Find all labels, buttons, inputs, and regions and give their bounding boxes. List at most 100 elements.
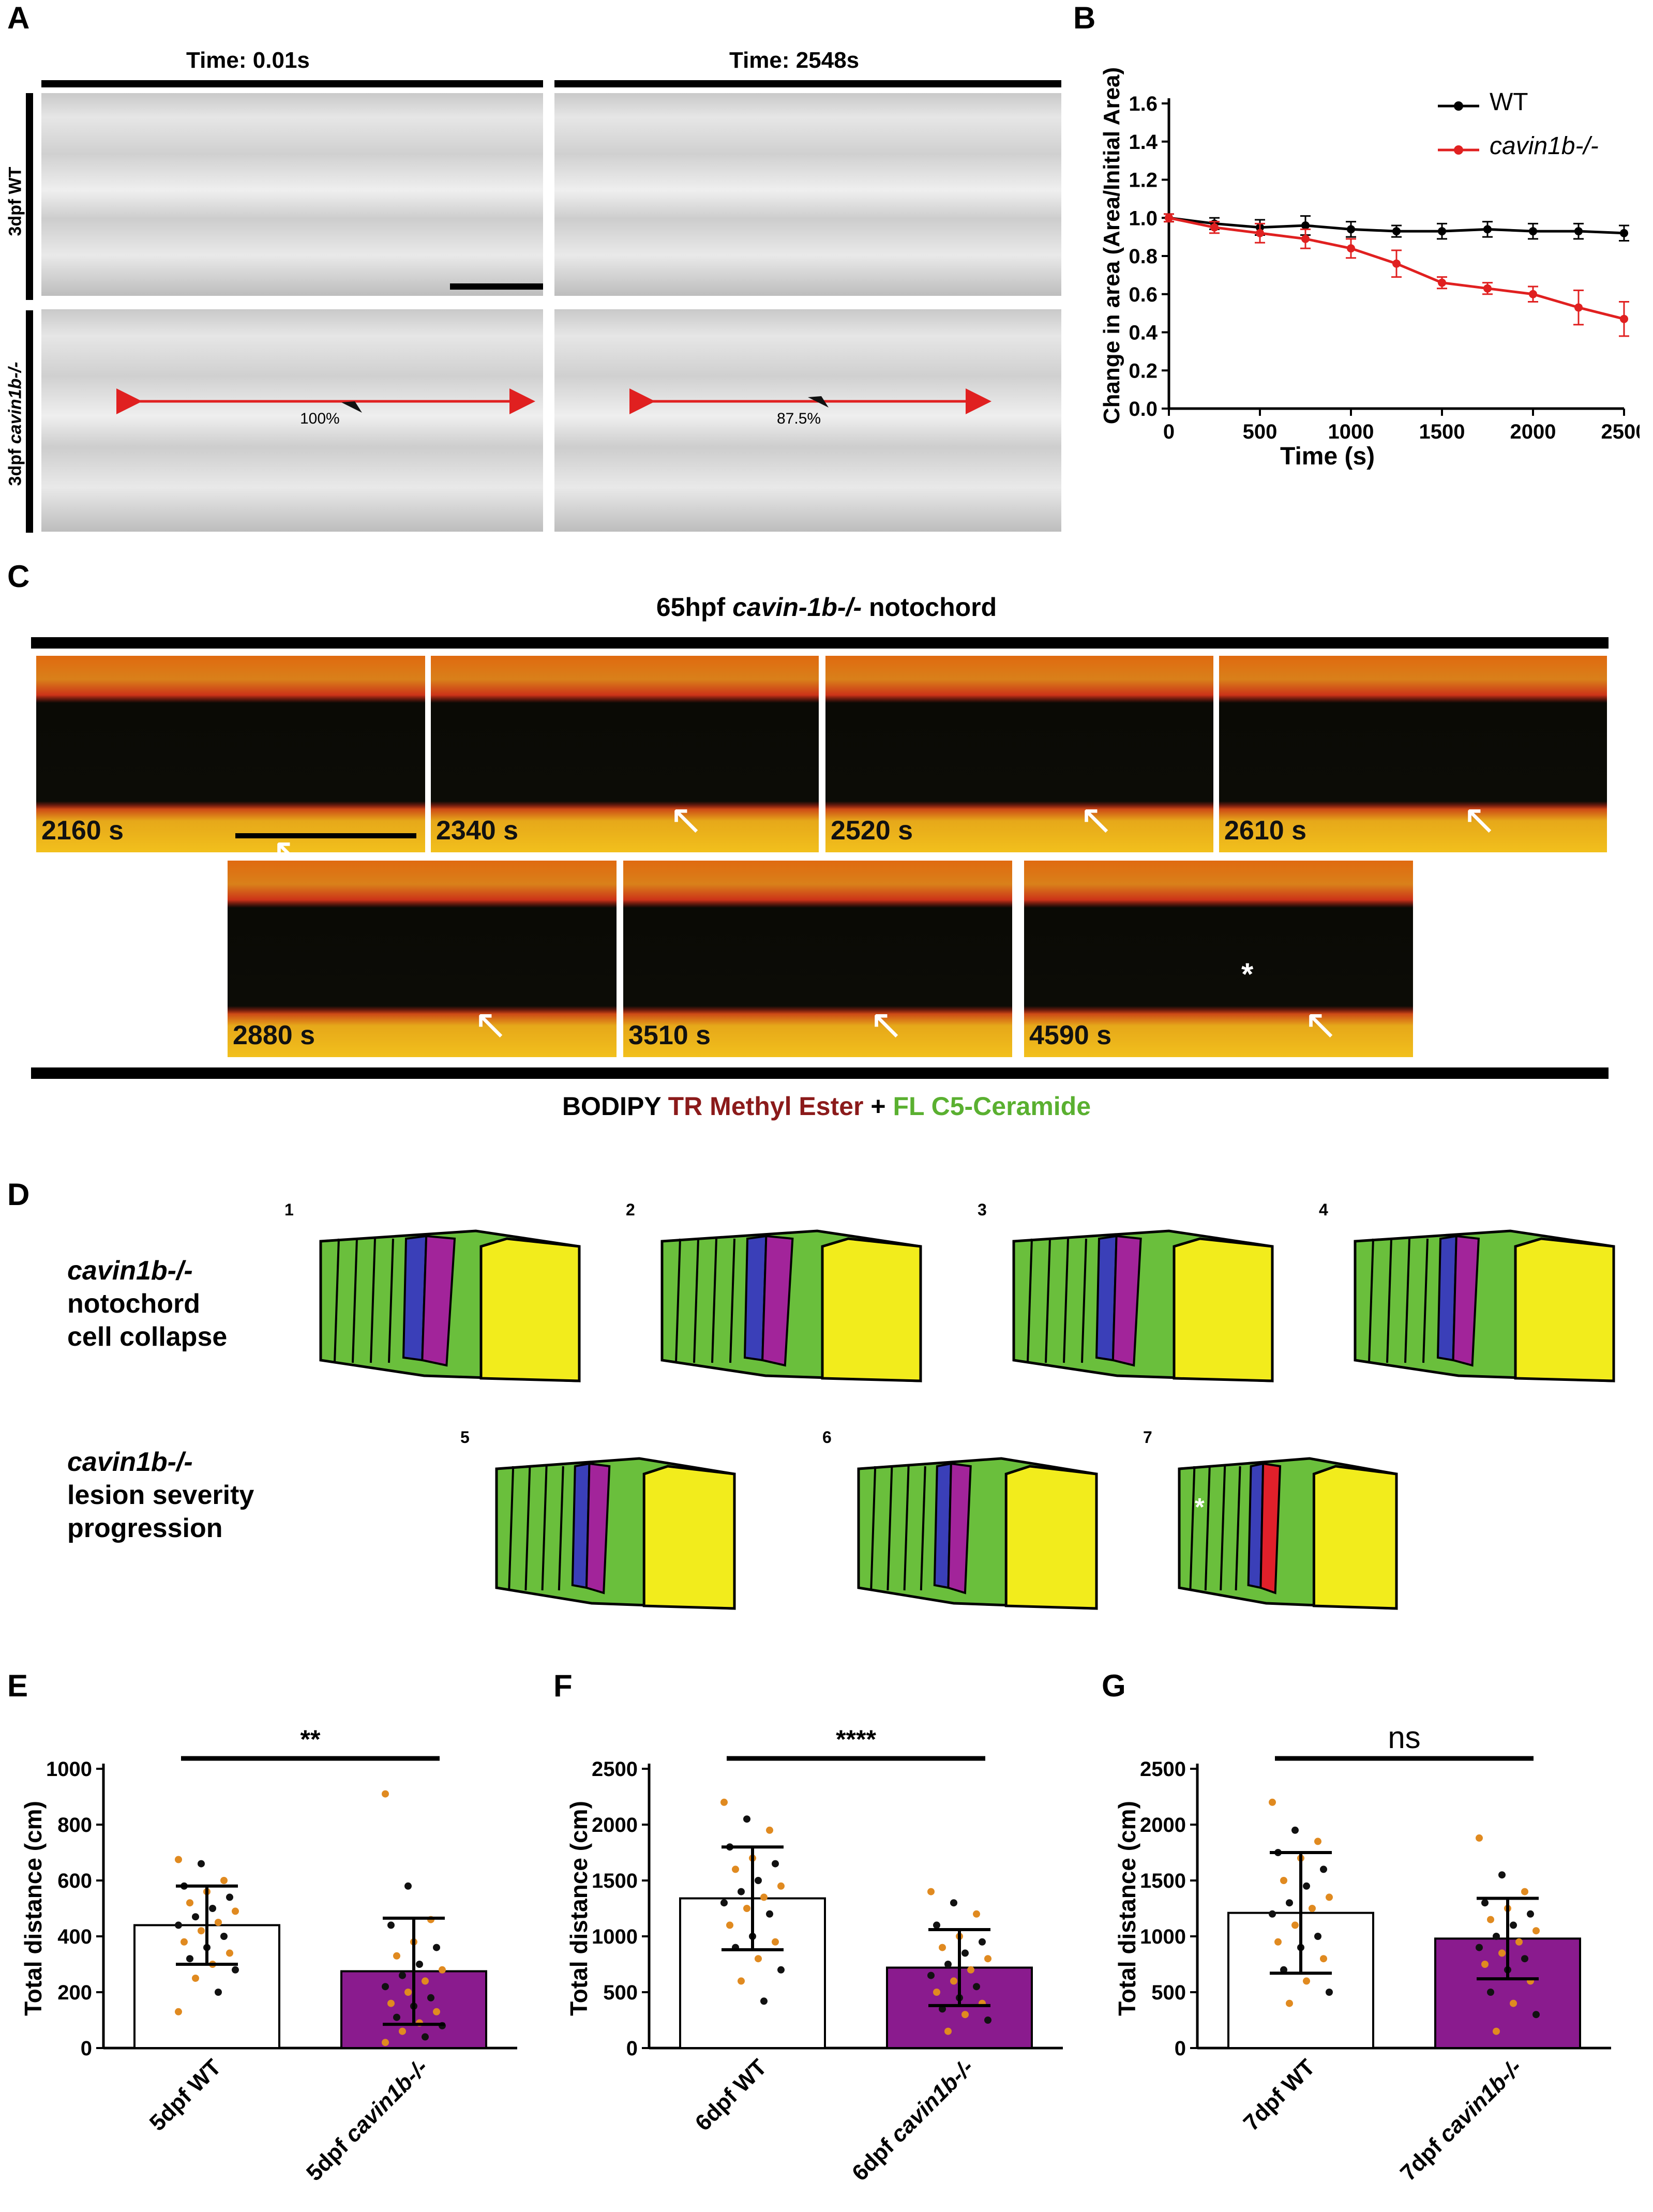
data-point	[760, 1893, 768, 1901]
y-tick-label: 600	[57, 1870, 92, 1892]
data-point	[1274, 1938, 1282, 1946]
cell-boundary	[1386, 1238, 1392, 1363]
data-point	[720, 1798, 728, 1806]
panel-c-top-bar	[31, 637, 1609, 649]
data-point	[743, 1905, 750, 1912]
data-point	[1309, 1905, 1316, 1912]
cell-yellow	[821, 1237, 922, 1382]
asterisk-d: *	[1195, 1494, 1205, 1521]
cell-yellow	[1173, 1237, 1274, 1382]
cell-boundary	[1204, 1466, 1211, 1591]
data-point	[1498, 1949, 1506, 1957]
data-point	[399, 1972, 406, 1979]
data-point	[1269, 1798, 1276, 1806]
data-point	[1476, 1834, 1483, 1842]
data-point	[777, 1966, 785, 1974]
tracing-frame: 5	[460, 1428, 736, 1610]
y-tick-label: 1500	[1140, 1870, 1186, 1892]
data-point	[399, 2027, 406, 2035]
data-point	[1301, 234, 1310, 243]
timelapse-frame-3: 2520 s ↖	[825, 656, 1213, 852]
data-point	[755, 1877, 762, 1884]
data-point	[1303, 1977, 1310, 1985]
category-main: cavin1b-/-	[1434, 2054, 1527, 2147]
data-point	[950, 1977, 957, 1985]
cell-boundary	[1063, 1238, 1069, 1363]
y-tick-label: 0.2	[1129, 359, 1158, 382]
y-tick-label: 1500	[592, 1870, 638, 1892]
timestamp-2: 2340 s	[436, 816, 519, 846]
y-tick-label: 1.0	[1129, 207, 1158, 230]
category-label: 6dpf WT	[690, 2054, 772, 2135]
data-point	[175, 2008, 182, 2015]
measure-label-right: 87.5%	[777, 410, 821, 427]
cell-yellow	[1312, 1465, 1398, 1610]
data-point	[433, 1944, 440, 1951]
data-point	[973, 1983, 980, 1991]
data-point	[192, 1913, 199, 1921]
scale-bar-a	[450, 283, 543, 290]
y-axis-label: Total distance (cm)	[565, 1801, 592, 2016]
data-point	[1481, 1961, 1489, 1968]
cell-magenta	[1111, 1235, 1142, 1367]
cell-boundary	[729, 1238, 735, 1363]
data-point	[760, 1997, 768, 2005]
cell-boundary	[334, 1238, 340, 1363]
cell-boundary	[675, 1238, 681, 1363]
data-point	[175, 1856, 182, 1863]
data-point	[1529, 227, 1537, 236]
frame-number: 6	[822, 1428, 832, 1447]
y-tick-label: 1000	[46, 1758, 92, 1781]
data-point	[427, 1994, 434, 2002]
significance-label: ****	[836, 1725, 876, 1754]
data-point	[738, 1888, 745, 1895]
data-point	[973, 1910, 980, 1918]
data-point	[232, 1966, 239, 1974]
row-label-mutant: 3dpf cavin1b-/-	[5, 362, 25, 486]
cell-boundary	[1404, 1238, 1410, 1363]
data-point	[1291, 1921, 1299, 1929]
data-point	[755, 1955, 762, 1963]
data-point	[232, 1907, 239, 1915]
y-tick-label: 0.6	[1129, 283, 1158, 306]
data-point	[382, 2039, 389, 2047]
cell-yellow	[1514, 1237, 1615, 1382]
timelapse-frame-4: 2610 s ↖	[1219, 656, 1607, 852]
data-point	[984, 1955, 991, 1963]
cell-boundary	[1045, 1238, 1051, 1363]
data-point	[1280, 1877, 1287, 1884]
data-point	[1527, 1910, 1534, 1918]
significance-label: ns	[1388, 1720, 1420, 1755]
data-point	[777, 1882, 785, 1890]
x-tick-label: 2500	[1601, 420, 1640, 443]
panel-label-a: A	[7, 1, 30, 35]
y-tick-label: 0.8	[1129, 245, 1158, 268]
data-point	[215, 1989, 222, 1996]
x-tick-label: 1000	[1328, 420, 1374, 443]
frame-number: 2	[626, 1200, 635, 1219]
cell-boundary	[920, 1466, 926, 1591]
data-point	[387, 1999, 395, 2007]
cell-boundary	[1027, 1238, 1033, 1363]
data-point	[387, 1921, 395, 1929]
timelapse-frame-6: 3510 s ↖	[623, 861, 1012, 1057]
data-point	[726, 1921, 733, 1929]
y-tick-label: 1.4	[1129, 131, 1158, 154]
data-point	[961, 2011, 969, 2019]
data-point	[1574, 303, 1583, 312]
micrograph-wt-t0	[41, 93, 543, 296]
panel-label-c: C	[7, 559, 30, 594]
data-point	[1532, 1927, 1540, 1935]
panel-d-label-1: cavin1b-/- notochord cell collapse	[67, 1256, 228, 1352]
data-point	[1487, 1916, 1494, 1923]
y-tick-label: 0	[81, 2037, 92, 2060]
timelapse-frame-5: 2880 s ↖	[228, 861, 617, 1057]
y-tick-label: 400	[57, 1925, 92, 1948]
category-label: 7dpf WT	[1239, 2054, 1320, 2135]
data-point	[1320, 1955, 1327, 1963]
data-point	[1532, 2011, 1540, 2019]
cell-boundary	[1189, 1466, 1196, 1591]
data-point	[1483, 225, 1492, 234]
